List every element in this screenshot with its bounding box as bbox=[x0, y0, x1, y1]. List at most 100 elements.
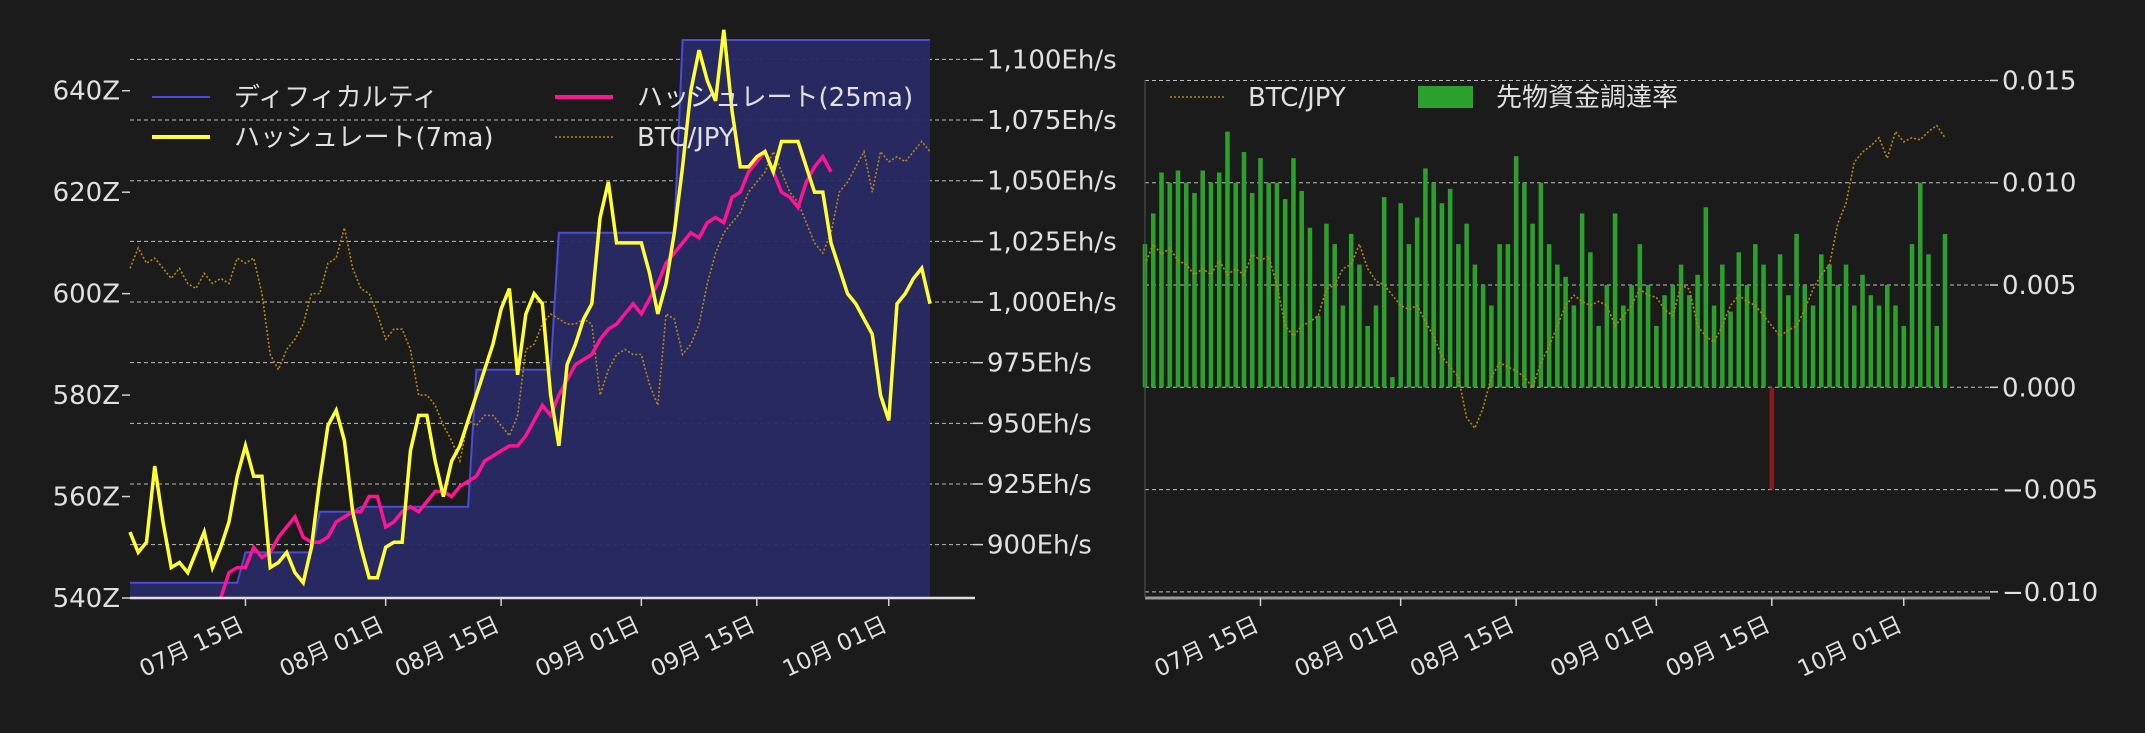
funding-rate-bar bbox=[1942, 233, 1948, 388]
funding-rate-bar bbox=[1233, 182, 1238, 388]
right-x-tick-label: 08月 01日 bbox=[1291, 612, 1403, 683]
funding-rate-bar bbox=[1687, 295, 1692, 388]
right-axis-tick-label: 1,025Eh/s bbox=[987, 227, 1117, 257]
right-axis-tick-label: 900Eh/s bbox=[987, 531, 1092, 561]
funding-axis-tick-label: −0.005 bbox=[2002, 476, 2098, 506]
funding-rate-bar bbox=[1596, 325, 1601, 388]
funding-rate-bar bbox=[1612, 213, 1618, 388]
right-axis-tick-label: 1,000Eh/s bbox=[987, 288, 1117, 318]
funding-rate-bar bbox=[1241, 152, 1247, 388]
funding-rate-bar bbox=[1381, 197, 1387, 388]
right-x-tick-label: 07月 15日 bbox=[1151, 612, 1263, 683]
funding-rate-bar bbox=[1645, 285, 1651, 388]
left-x-tick-label: 08月 01日 bbox=[276, 612, 388, 683]
left-axis-tick-label: 640Z bbox=[53, 77, 120, 107]
left-axis-tick-label: 560Z bbox=[53, 483, 120, 513]
funding-rate-bar bbox=[1208, 182, 1214, 388]
legend-label: ハッシュレート(7ma) bbox=[234, 123, 494, 153]
funding-rate-bar bbox=[1761, 264, 1766, 388]
funding-rate-bar bbox=[1885, 285, 1890, 388]
funding-rate-bar bbox=[1695, 274, 1700, 388]
funding-axis-tick-label: 0.010 bbox=[2002, 169, 2076, 199]
funding-rate-bar bbox=[1150, 213, 1156, 388]
funding-rate-bar bbox=[1917, 182, 1923, 388]
funding-rate-bar bbox=[1192, 192, 1197, 388]
funding-rate-bar bbox=[1909, 244, 1915, 388]
funding-rate-bar bbox=[1398, 203, 1403, 388]
funding-rate-bar bbox=[1406, 244, 1412, 388]
funding-rate-bar bbox=[1249, 192, 1255, 388]
funding-rate-bar bbox=[1258, 158, 1263, 388]
left-x-tick-label: 07月 15日 bbox=[136, 612, 248, 683]
funding-rate-bar bbox=[1579, 213, 1585, 388]
funding-rate-bar bbox=[1332, 244, 1337, 388]
funding-rate-bar bbox=[1728, 311, 1733, 388]
funding-rate-bar bbox=[1480, 285, 1486, 388]
funding-rate-bar bbox=[1588, 252, 1593, 388]
funding-rate-bar bbox=[1670, 285, 1676, 388]
funding-rate-bar bbox=[1876, 305, 1882, 388]
legend-label: 先物資金調達率 bbox=[1496, 83, 1678, 113]
funding-rate-bar bbox=[1843, 264, 1849, 388]
funding-rate-bar bbox=[1802, 285, 1808, 388]
legend-label: BTC/JPY bbox=[637, 123, 735, 153]
funding-rate-bar bbox=[1357, 264, 1362, 388]
right-axis-tick-label: 950Eh/s bbox=[987, 409, 1092, 439]
funding-rate-bar bbox=[1827, 264, 1832, 388]
funding-rate-bar bbox=[1497, 244, 1502, 388]
funding-rate-bar bbox=[1307, 227, 1313, 388]
left-axis-tick-label: 580Z bbox=[53, 381, 120, 411]
legend-swatch bbox=[1418, 86, 1473, 108]
right-axis-tick-label: 1,050Eh/s bbox=[987, 167, 1117, 197]
funding-rate-bar bbox=[1175, 170, 1181, 388]
funding-rate-bar bbox=[1662, 295, 1667, 388]
funding-rate-bar bbox=[1183, 182, 1189, 388]
funding-rate-bar bbox=[1456, 244, 1461, 388]
right-x-tick-label: 09月 01日 bbox=[1547, 612, 1659, 683]
funding-rate-bar bbox=[1266, 182, 1271, 388]
funding-rate-bar bbox=[1604, 285, 1610, 388]
funding-rate-bar bbox=[1530, 223, 1535, 388]
right-axis-tick-label: 925Eh/s bbox=[987, 470, 1092, 500]
right-axis-tick-label: 1,075Eh/s bbox=[987, 106, 1117, 136]
funding-rate-bar bbox=[1621, 305, 1626, 388]
funding-rate-bar bbox=[1637, 244, 1643, 388]
funding-rate-bar bbox=[1447, 188, 1453, 388]
funding-rate-bar bbox=[1901, 325, 1907, 388]
funding-rate-bar bbox=[1340, 305, 1346, 388]
funding-axis-tick-label: 0.015 bbox=[2002, 66, 2076, 96]
funding-rate-bar bbox=[1505, 244, 1511, 388]
left-x-tick-label: 10月 01日 bbox=[779, 612, 891, 683]
funding-rate-bar bbox=[1926, 254, 1931, 388]
funding-rate-bar bbox=[1736, 252, 1742, 388]
right-axis-tick-label: 975Eh/s bbox=[987, 349, 1092, 379]
funding-axis-tick-label: 0.000 bbox=[2002, 373, 2076, 403]
funding-rate-bar bbox=[1563, 276, 1568, 388]
funding-rate-bar bbox=[1868, 295, 1874, 388]
funding-rate-bar bbox=[1744, 285, 1750, 388]
funding-rate-bar bbox=[1348, 233, 1354, 388]
funding-rate-bar bbox=[1200, 170, 1205, 388]
funding-axis-tick-label: 0.005 bbox=[2002, 271, 2076, 301]
funding-rate-bar bbox=[1291, 158, 1296, 388]
hashrate-7ma-line bbox=[128, 29, 932, 587]
funding-rate-bar bbox=[1711, 305, 1717, 388]
funding-rate-bar bbox=[1794, 233, 1799, 388]
funding-rate-bar bbox=[1225, 131, 1230, 388]
right-axis-tick-label: 1,100Eh/s bbox=[987, 45, 1117, 75]
funding-rate-bar bbox=[1571, 305, 1577, 388]
funding-rate-bar bbox=[1373, 305, 1379, 388]
funding-axis-tick-label: −0.010 bbox=[2002, 578, 2098, 608]
funding-rate-bar bbox=[1934, 325, 1940, 388]
funding-rate-bar bbox=[1769, 387, 1775, 490]
funding-rate-bar bbox=[1538, 182, 1544, 388]
funding-rate-bar bbox=[1835, 285, 1841, 388]
funding-rate-bar bbox=[1324, 223, 1329, 388]
funding-rate-bar bbox=[1423, 168, 1428, 388]
funding-rate-bar bbox=[1365, 325, 1370, 388]
funding-rate-bar bbox=[1629, 285, 1634, 388]
funding-rate-bar bbox=[1489, 305, 1494, 388]
funding-rate-bar bbox=[1753, 244, 1758, 388]
